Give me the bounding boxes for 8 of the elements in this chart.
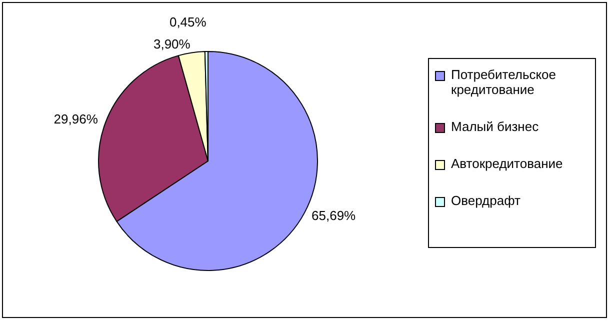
legend-label: Потребительское кредитование [451,67,558,97]
legend-label: Овердрафт [451,193,520,208]
data-label: 65,69% [312,208,356,224]
legend-label: Малый бизнес [451,119,539,134]
legend-label: Автокредитование [451,156,563,171]
data-label: 0,45% [169,14,207,30]
data-label: 3,90% [153,36,191,52]
data-label: 29,96% [54,112,98,127]
